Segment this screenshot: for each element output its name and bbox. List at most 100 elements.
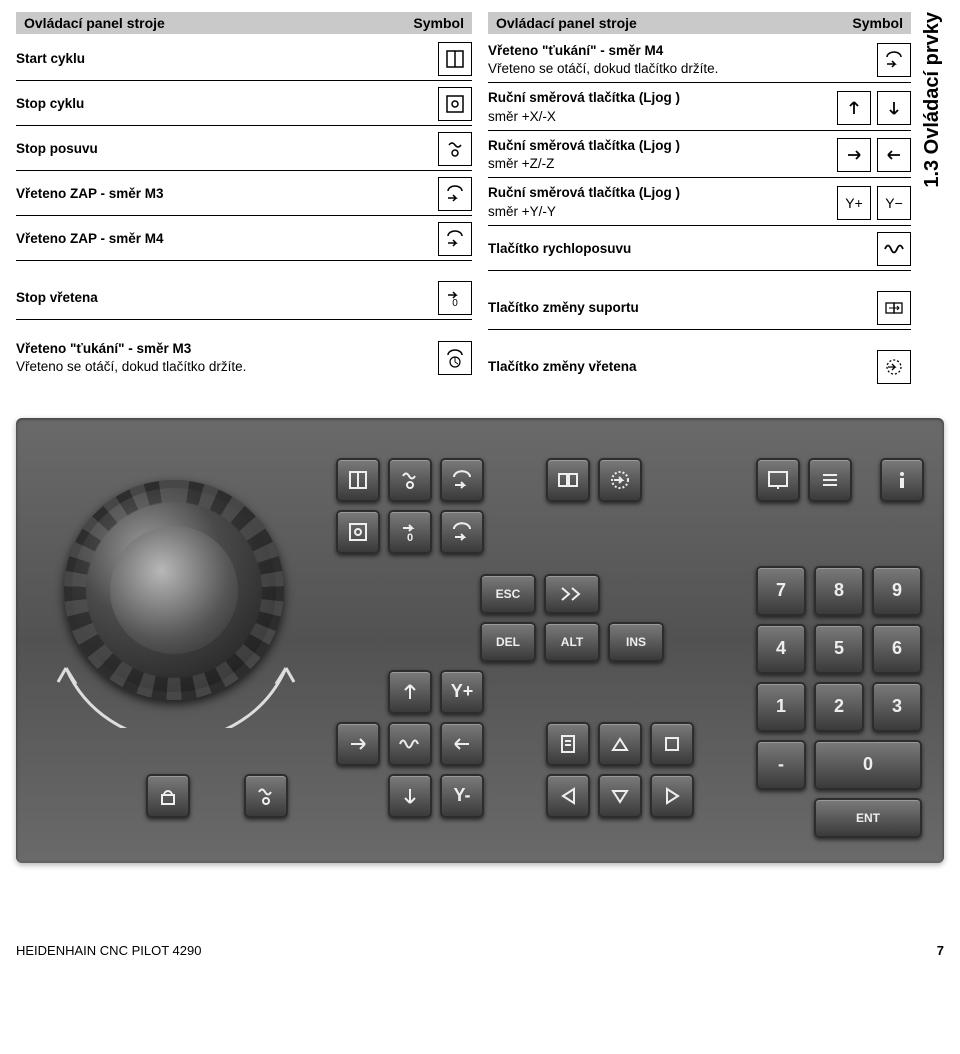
left-header: Ovládací panel stroje Symbol <box>16 12 472 34</box>
label-tuk-m3: Vřeteno "ťukání" - směr M3 Vřeteno se ot… <box>16 340 438 376</box>
panel-button <box>650 722 694 766</box>
svg-text:0: 0 <box>452 298 458 309</box>
icon-cycle-start <box>438 42 472 76</box>
icon-y-minus: Y− <box>877 186 911 220</box>
page-footer: HEIDENHAIN CNC PILOT 4290 7 <box>16 943 944 958</box>
override-knob <box>64 480 284 700</box>
panel-button: 4 <box>756 624 806 674</box>
label-spindle-m3: Vřeteno ZAP - směr M3 <box>16 185 438 203</box>
icon-change-spindle <box>877 350 911 384</box>
row-spindle-m3: Vřeteno ZAP - směr M3 <box>16 171 472 216</box>
sub-tuk-m4: Vřeteno se otáčí, dokud tlačítko držíte. <box>488 60 869 78</box>
row-stop-spindle: Stop vřetena 0 <box>16 275 472 320</box>
panel-button <box>808 458 852 502</box>
sub-jog-z: směr +Z/-Z <box>488 155 829 173</box>
panel-button: 0 <box>388 510 432 554</box>
icon-rapid <box>877 232 911 266</box>
panel-button <box>546 774 590 818</box>
left-header-title: Ovládací panel stroje <box>24 15 165 31</box>
panel-button: 1 <box>756 682 806 732</box>
row-jog-z: Ruční směrová tlačítka (Ljog ) směr +Z/-… <box>488 131 911 178</box>
panel-button <box>598 774 642 818</box>
sub-tuk-m3: Vřeteno se otáčí, dokud tlačítko držíte. <box>16 358 430 376</box>
right-header-title: Ovládací panel stroje <box>496 15 637 31</box>
icon-spindle-m4 <box>438 222 472 256</box>
label-jog-y: Ruční směrová tlačítka (Ljog ) směr +Y/-… <box>488 184 837 220</box>
footer-product: HEIDENHAIN CNC PILOT 4290 <box>16 943 201 958</box>
panel-button: 7 <box>756 566 806 616</box>
icon-tuk-m3 <box>438 341 472 375</box>
panel-button <box>650 774 694 818</box>
control-panel-image: 0ESC789DELALTINS456Y+123-0Y-ENT <box>16 418 944 863</box>
icon-arrow-down <box>877 91 911 125</box>
label-rapid: Tlačítko rychloposuvu <box>488 240 877 258</box>
panel-button: INS <box>608 622 664 662</box>
panel-button: 0 <box>814 740 922 790</box>
panel-button: Y+ <box>440 670 484 714</box>
sidebar-section-label: 1.3 Ovládací prvky <box>921 12 944 192</box>
panel-button <box>388 670 432 714</box>
icon-suport <box>877 291 911 325</box>
panel-button: Y- <box>440 774 484 818</box>
right-header: Ovládací panel stroje Symbol <box>488 12 911 34</box>
panel-button: 3 <box>872 682 922 732</box>
panel-button: ENT <box>814 798 922 838</box>
icon-feed-stop <box>438 132 472 166</box>
sub-jog-x: směr +X/-X <box>488 108 829 126</box>
panel-button <box>388 458 432 502</box>
row-jog-x: Ruční směrová tlačítka (Ljog ) směr +X/-… <box>488 83 911 130</box>
panel-button: - <box>756 740 806 790</box>
icon-spindle-stop: 0 <box>438 281 472 315</box>
right-header-symbol: Symbol <box>852 15 903 31</box>
panel-button: 6 <box>872 624 922 674</box>
row-stop-cycle: Stop cyklu <box>16 81 472 126</box>
label-start-cycle: Start cyklu <box>16 50 438 68</box>
icon-tuk-m4 <box>877 43 911 77</box>
panel-button <box>598 458 642 502</box>
panel-button <box>544 574 600 614</box>
panel-button <box>440 458 484 502</box>
icon-y-plus: Y+ <box>837 186 871 220</box>
panel-button <box>388 722 432 766</box>
left-column: Ovládací panel stroje Symbol Start cyklu… <box>16 12 472 388</box>
footer-page-number: 7 <box>937 943 944 958</box>
label-stop-feed: Stop posuvu <box>16 140 438 158</box>
panel-button <box>880 458 924 502</box>
row-change-spindle: Tlačítko změny vřetena <box>488 344 911 388</box>
row-tuk-m3: Vřeteno "ťukání" - směr M3 Vřeteno se ot… <box>16 334 472 380</box>
row-rapid: Tlačítko rychloposuvu <box>488 226 911 271</box>
panel-button: 8 <box>814 566 864 616</box>
panel-button <box>598 722 642 766</box>
row-tuk-m4: Vřeteno "ťukání" - směr M4 Vřeteno se ot… <box>488 36 911 83</box>
panel-button: 2 <box>814 682 864 732</box>
label-jog-z: Ruční směrová tlačítka (Ljog ) směr +Z/-… <box>488 137 837 173</box>
panel-button <box>336 510 380 554</box>
row-stop-feed: Stop posuvu <box>16 126 472 171</box>
row-start-cycle: Start cyklu <box>16 36 472 81</box>
panel-button <box>546 458 590 502</box>
label-spindle-m4: Vřeteno ZAP - směr M4 <box>16 230 438 248</box>
top-tables: Ovládací panel stroje Symbol Start cyklu… <box>16 12 944 388</box>
label-stop-spindle: Stop vřetena <box>16 289 438 307</box>
panel-button <box>756 458 800 502</box>
panel-button <box>440 722 484 766</box>
panel-button: DEL <box>480 622 536 662</box>
icon-arrow-up <box>837 91 871 125</box>
row-suport: Tlačítko změny suportu <box>488 285 911 330</box>
row-jog-y: Ruční směrová tlačítka (Ljog ) směr +Y/-… <box>488 178 911 225</box>
label-stop-cycle: Stop cyklu <box>16 95 438 113</box>
panel-button <box>244 774 288 818</box>
label-suport: Tlačítko změny suportu <box>488 299 877 317</box>
panel-button <box>546 722 590 766</box>
row-spindle-m4: Vřeteno ZAP - směr M4 <box>16 216 472 261</box>
icon-arrow-left <box>877 138 911 172</box>
sub-jog-y: směr +Y/-Y <box>488 203 829 221</box>
panel-button: 9 <box>872 566 922 616</box>
panel-button: ALT <box>544 622 600 662</box>
label-jog-x: Ruční směrová tlačítka (Ljog ) směr +X/-… <box>488 89 837 125</box>
icon-arrow-right <box>837 138 871 172</box>
panel-button: ESC <box>480 574 536 614</box>
panel-button <box>146 774 190 818</box>
left-header-symbol: Symbol <box>413 15 464 31</box>
panel-button <box>440 510 484 554</box>
